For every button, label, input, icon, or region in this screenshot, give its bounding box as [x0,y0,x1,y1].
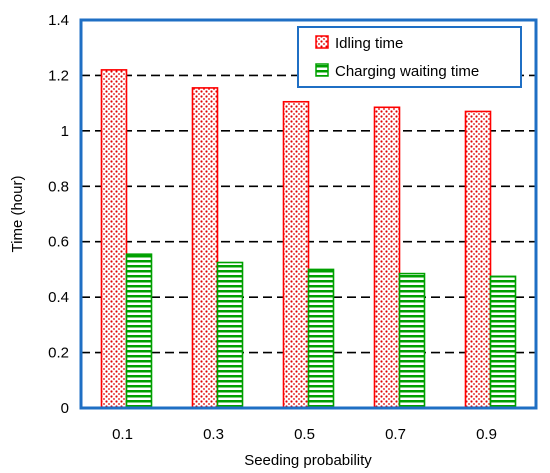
bar-charging-waiting-time [125,253,153,409]
x-tick-label: 0.7 [385,426,406,443]
plot-frame [79,18,538,410]
y-tick-label: 1.4 [48,12,69,29]
y-axis-ticks: 0 0.2 0.4 0.6 0.8 1 1.2 1.4 [48,12,69,417]
legend-label-idling: Idling time [335,35,403,52]
bar-idling-time [282,100,310,409]
x-axis-title: Seeding probability [244,452,372,469]
x-axis-ticks: 0.1 0.3 0.5 0.7 0.9 [112,426,497,443]
legend-swatch-idling [315,35,329,49]
bar-charging-waiting-time [489,275,517,409]
bars [100,69,517,409]
y-tick-label: 0.6 [48,234,69,251]
bar-idling-time [191,87,219,409]
x-tick-label: 0.9 [476,426,497,443]
y-tick-label: 1.2 [48,67,69,84]
bar-charging-waiting-time [398,272,426,409]
bar-idling-time [373,106,401,409]
legend-label-charging: Charging waiting time [335,63,479,80]
y-axis-title: Time (hour) [9,176,26,253]
bar-idling-time [100,69,128,409]
legend-box [297,26,522,88]
bar-idling-time [464,110,492,409]
x-tick-label: 0.1 [112,426,133,443]
y-tick-label: 1 [61,123,69,140]
legend-swatch-charging [315,63,329,77]
y-tick-label: 0.2 [48,345,69,362]
legend: Idling time Charging waiting time [297,26,522,88]
y-tick-label: 0 [61,400,69,417]
x-tick-label: 0.3 [203,426,224,443]
bar-charging-waiting-time [216,261,244,409]
y-tick-label: 0.4 [48,289,69,306]
bar-charging-waiting-time [307,268,335,409]
x-tick-label: 0.5 [294,426,315,443]
y-tick-label: 0.8 [48,178,69,195]
